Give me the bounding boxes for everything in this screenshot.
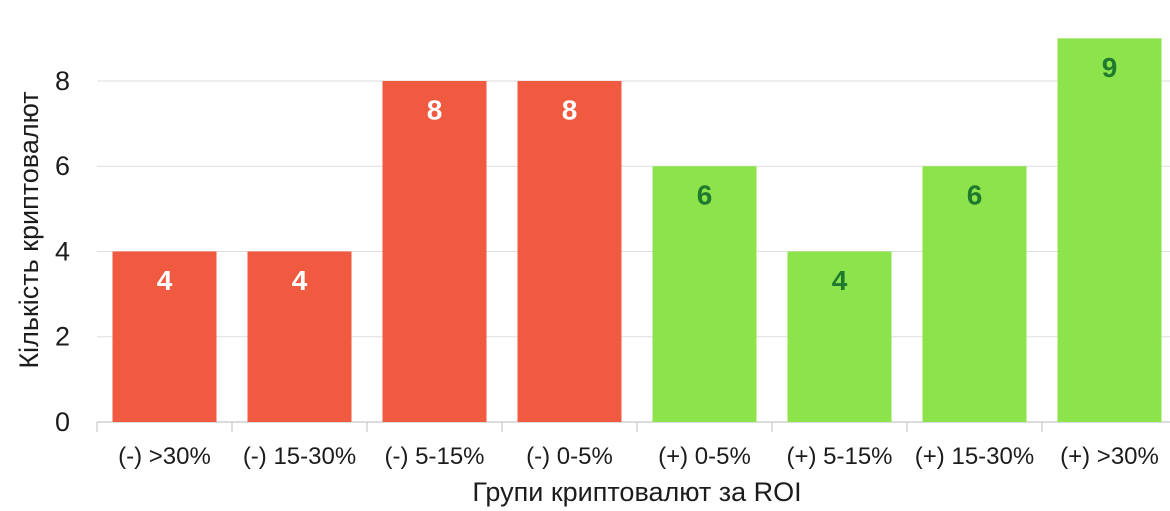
y-tick-label: 4 bbox=[55, 236, 70, 266]
bar-value-label: 9 bbox=[1102, 52, 1118, 83]
bar-2 bbox=[247, 251, 352, 422]
x-tick-label: (-) 5-15% bbox=[384, 443, 484, 470]
y-axis-title: Кількість криптовалют bbox=[14, 91, 44, 368]
bars bbox=[112, 38, 1162, 422]
bar-6 bbox=[787, 251, 892, 422]
x-axis-title: Групи криптовалют за ROI bbox=[472, 477, 801, 507]
bar-value-label: 6 bbox=[967, 180, 983, 211]
y-tick-label: 6 bbox=[55, 151, 70, 181]
x-axis-tick-labels: (-) >30% (-) 15-30% (-) 5-15% (-) 0-5% (+) 0… bbox=[118, 443, 1159, 470]
bar-3 bbox=[382, 80, 487, 422]
bar-value-label: 8 bbox=[562, 94, 578, 125]
y-tick-label: 0 bbox=[55, 407, 70, 437]
bar-7 bbox=[922, 166, 1027, 422]
y-tick-label: 8 bbox=[55, 66, 70, 96]
bar-value-label: 8 bbox=[427, 94, 443, 125]
bar-value-label: 4 bbox=[292, 265, 308, 296]
bar-value-label: 4 bbox=[157, 265, 173, 296]
bar-5 bbox=[652, 166, 757, 422]
x-tick-label: (-) >30% bbox=[118, 443, 211, 470]
x-tick-label: (-) 15-30% bbox=[243, 443, 356, 470]
bar-value-labels: 4 4 8 8 6 4 6 9 bbox=[157, 52, 1118, 296]
x-tick-label: (+) 15-30% bbox=[915, 443, 1034, 470]
bar-4 bbox=[517, 80, 622, 422]
x-tick-label: (-) 0-5% bbox=[526, 443, 613, 470]
bar-value-label: 4 bbox=[832, 265, 848, 296]
y-tick-label: 2 bbox=[55, 322, 70, 352]
x-tick-label: (+) 0-5% bbox=[658, 443, 751, 470]
y-axis-tick-labels: 0 2 4 6 8 bbox=[55, 66, 70, 437]
x-tick-label: (+) >30% bbox=[1060, 443, 1159, 470]
bar-value-label: 6 bbox=[697, 180, 713, 211]
bar-1 bbox=[112, 251, 217, 422]
x-tick-label: (+) 5-15% bbox=[786, 443, 892, 470]
x-axis bbox=[96, 421, 1170, 432]
bar-8 bbox=[1057, 38, 1162, 422]
